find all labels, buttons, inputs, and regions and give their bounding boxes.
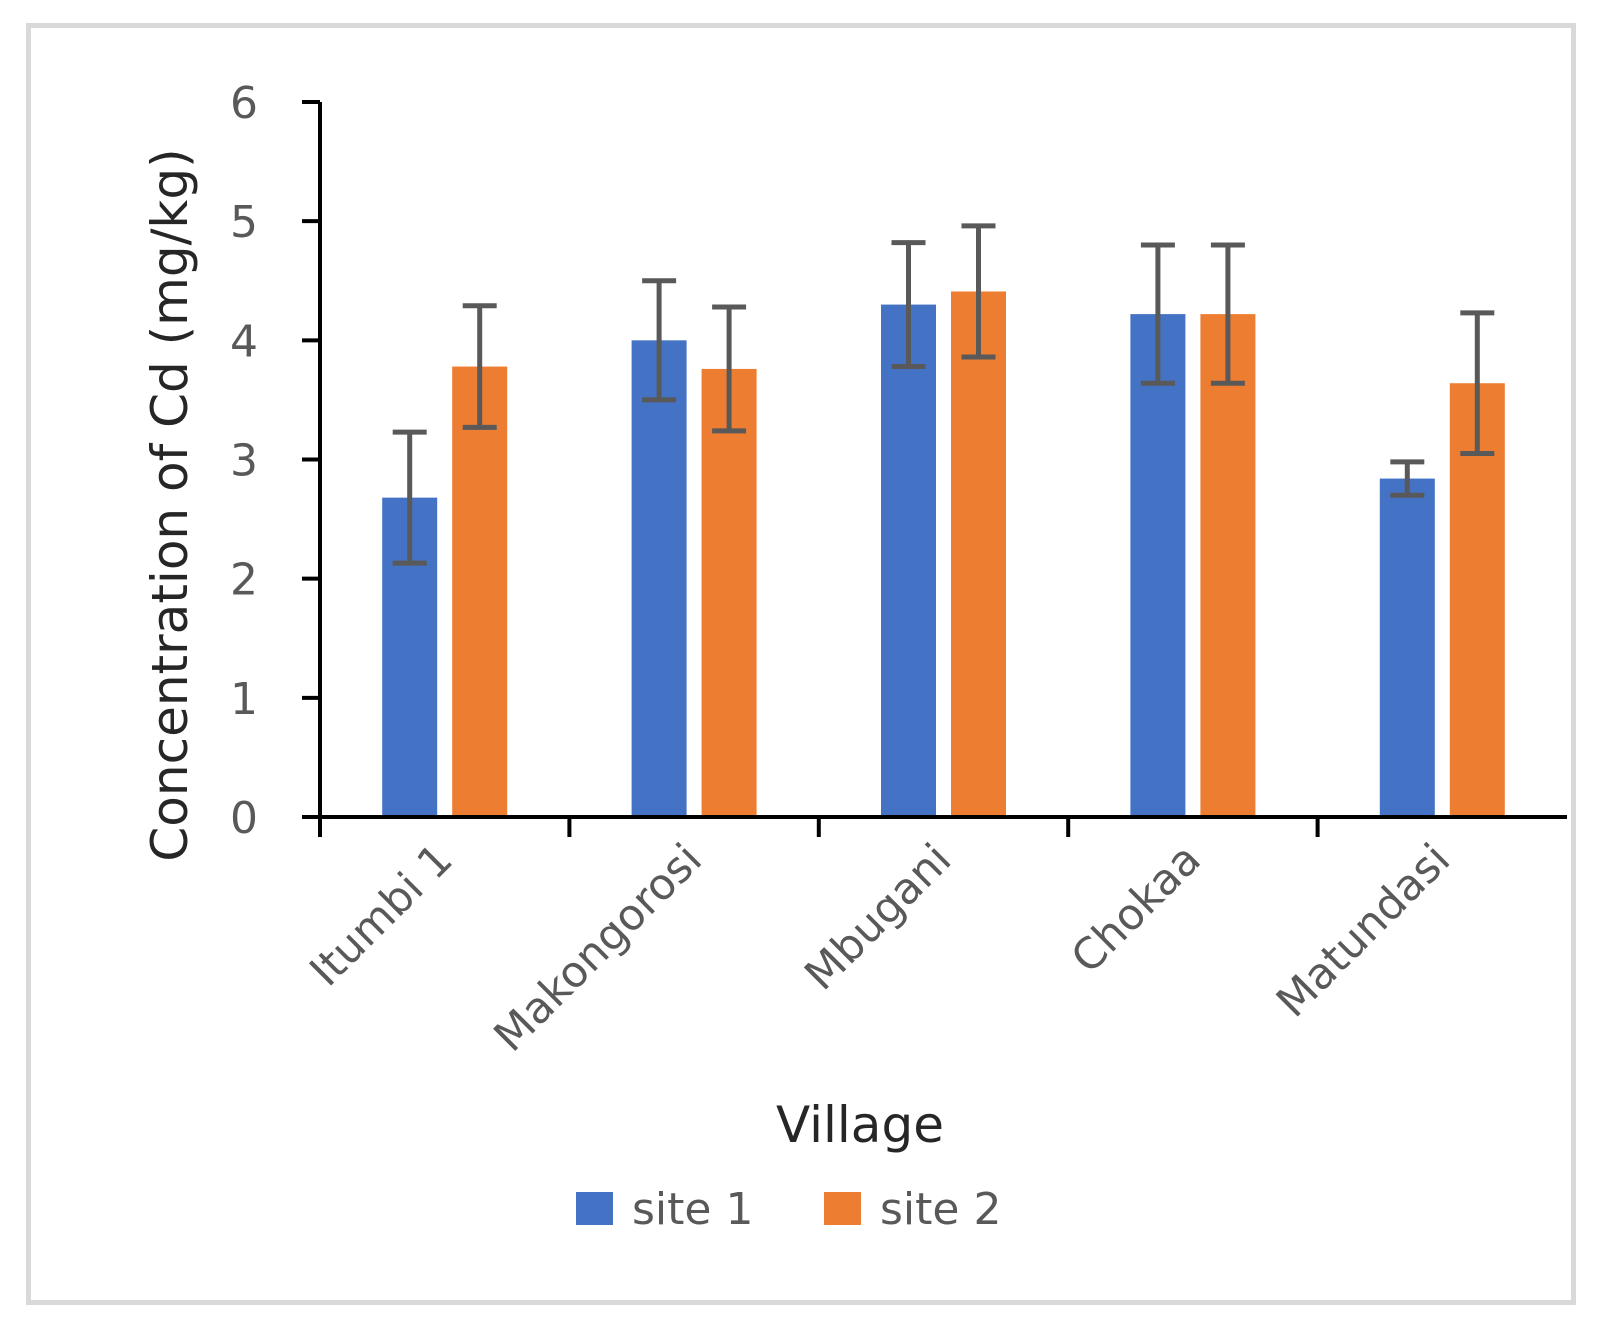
bar-site-2 <box>452 366 508 817</box>
error-bar <box>1390 459 1425 498</box>
error-bar <box>462 303 497 430</box>
error-bar <box>891 240 926 370</box>
x-tick-label: Makongorosi <box>485 834 712 1061</box>
error-bar <box>642 278 677 403</box>
bars-layer <box>382 291 1505 818</box>
x-ticks: Itumbi 1 Makongorosi Mbugani Chokaa Matundas… <box>301 817 1460 1062</box>
bar-site-1 <box>1130 314 1186 817</box>
bar-site-2 <box>701 368 757 817</box>
y-axis-title: Concentration of Cd (mg/kg) <box>141 148 199 861</box>
x-tick-label: Chokaa <box>1062 834 1211 983</box>
error-bars-layer <box>392 223 1495 566</box>
legend-label-site-1: site 1 <box>632 1184 753 1235</box>
error-bar <box>1460 310 1495 457</box>
legend-swatch-site-1 <box>576 1192 613 1225</box>
chart-frame <box>26 23 1576 1305</box>
y-tick-label: 0 <box>230 793 258 844</box>
error-bar <box>1140 242 1175 386</box>
y-tick-label: 6 <box>230 78 258 129</box>
error-bar <box>712 304 747 434</box>
error-bar <box>961 223 996 360</box>
error-bar <box>1210 242 1245 386</box>
y-tick-label: 5 <box>230 197 258 248</box>
y-tick-label: 1 <box>230 674 258 725</box>
bar-site-1 <box>1379 478 1435 817</box>
bar-site-1 <box>881 304 936 817</box>
x-tick-label: Mbugani <box>795 834 961 1000</box>
legend-swatch-site-2 <box>824 1192 861 1225</box>
error-bar <box>392 429 427 566</box>
x-axis-title: Village <box>776 1096 944 1154</box>
legend: site 1 site 2 <box>576 1184 1001 1235</box>
y-tick-label: 2 <box>230 555 258 606</box>
bar-site-2 <box>951 291 1006 818</box>
legend-label-site-2: site 2 <box>880 1184 1001 1235</box>
x-tick-label: Itumbi 1 <box>301 834 463 996</box>
x-tick-label: Matundasi <box>1267 834 1460 1027</box>
bar-site-2 <box>1200 314 1256 817</box>
y-ticks: 0 1 2 3 4 5 6 <box>230 78 320 844</box>
y-tick-label: 4 <box>230 316 258 367</box>
y-tick-label: 3 <box>230 436 258 487</box>
bar-site-1 <box>631 340 687 817</box>
